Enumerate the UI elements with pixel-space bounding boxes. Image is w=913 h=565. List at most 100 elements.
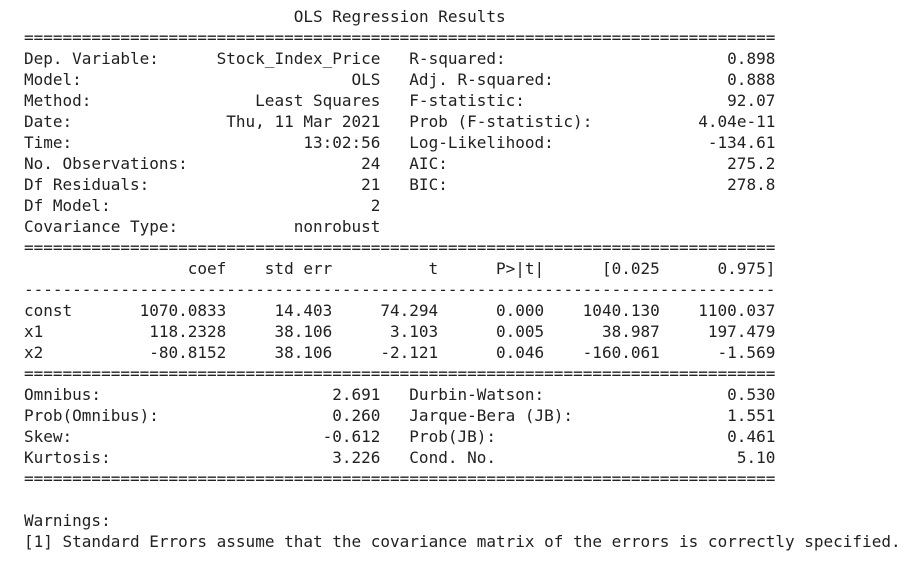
diagnostics-value: 0.530	[727, 385, 776, 404]
diagnostics-left-pair: Kurtosis: 3.226	[24, 447, 380, 468]
summary-left-pair: No. Observations: 24	[24, 153, 380, 174]
diagnostics-value: 5.10	[736, 448, 776, 467]
coef-name: x2	[24, 343, 44, 362]
summary-right-pair: Prob (F-statistic): 4.04e-11	[409, 111, 775, 132]
summary-left-pair: Date: Thu, 11 Mar 2021	[24, 111, 380, 132]
summary-label: F-statistic:	[409, 91, 525, 110]
diagnostics-value: 1.551	[727, 406, 776, 425]
coef-header-std-err: std err	[264, 259, 333, 278]
coef-value: 1070.0833	[139, 301, 227, 320]
diagnostics-value: 3.226	[332, 448, 381, 467]
coef-std-err: 38.106	[274, 322, 333, 341]
summary-label: Method:	[24, 91, 92, 110]
coef-p: 0.005	[495, 322, 545, 341]
diagnostics-label: Durbin-Watson:	[409, 385, 545, 404]
summary-value: nonrobust	[293, 217, 381, 236]
separator-diagnostics-top: ========================================…	[24, 364, 776, 383]
summary-row-df-residuals: Df Residuals: 21 BIC: 278.8	[24, 174, 775, 195]
coef-ci-low: 38.987	[601, 322, 660, 341]
diagnostics-left-pair: Skew: -0.612	[24, 426, 380, 447]
diagnostics-value: 2.691	[332, 385, 381, 404]
summary-label: No. Observations:	[24, 154, 188, 173]
summary-value: 92.07	[727, 91, 776, 110]
summary-value: OLS	[351, 70, 381, 89]
summary-row-time: Time: 13:02:56 Log-Likelihood: -134.61	[24, 132, 775, 153]
summary-value: 21	[361, 175, 381, 194]
summary-left-pair: Method: Least Squares	[24, 90, 380, 111]
coef-ci-high: 1100.037	[698, 301, 776, 320]
summary-right-pair: BIC: 278.8	[409, 174, 775, 195]
diagnostics-right-pair: Prob(JB): 0.461	[409, 426, 775, 447]
summary-right-pair: R-squared: 0.898	[409, 48, 775, 69]
diagnostics-left-pair: Omnibus: 2.691	[24, 384, 380, 405]
summary-value: 13:02:56	[303, 133, 381, 152]
summary-label: Model:	[24, 70, 82, 89]
coef-value: 118.2328	[149, 322, 227, 341]
summary-left-pair: Model: OLS	[24, 69, 380, 90]
coef-p: 0.000	[495, 301, 545, 320]
summary-right-pair: AIC: 275.2	[409, 153, 775, 174]
summary-value: Least Squares	[255, 91, 381, 110]
diagnostics-label: Skew:	[24, 427, 73, 446]
diagnostics-right-pair: Durbin-Watson: 0.530	[409, 384, 775, 405]
summary-label: Dep. Variable:	[24, 49, 159, 68]
diagnostics-right-pair: Cond. No. 5.10	[409, 447, 775, 468]
summary-left-pair: Covariance Type: nonrobust	[24, 216, 380, 237]
coef-header-p: P>|t|	[495, 259, 545, 278]
diagnostics-label: Omnibus:	[24, 385, 102, 404]
diagnostics-label: Prob(JB):	[409, 427, 496, 446]
coef-row-x2: x2 -80.8152 38.106 -2.121 0.046 -160.061…	[24, 342, 775, 363]
coef-header-t: t	[428, 259, 439, 278]
summary-value: 4.04e-11	[698, 112, 776, 131]
summary-value: Stock_Index_Price	[216, 49, 381, 68]
summary-row-method: Method: Least Squares F-statistic: 92.07	[24, 90, 775, 111]
summary-value: -134.61	[707, 133, 776, 152]
coef-value: -80.8152	[149, 343, 227, 362]
diagnostics-label: Jarque-Bera (JB):	[409, 406, 574, 425]
report-title: OLS Regression Results	[293, 7, 506, 26]
summary-row-dep-variable: Dep. Variable: Stock_Index_Price R-square…	[24, 48, 775, 69]
warnings-line: [1] Standard Errors assume that the cova…	[24, 532, 901, 551]
summary-right-pair	[409, 216, 775, 237]
diagnostics-label: Prob(Omnibus):	[24, 406, 159, 425]
coef-table-header: coef std err t P>|t| [0.025 0.975]	[24, 258, 776, 279]
summary-label: Date:	[24, 112, 73, 131]
summary-left-pair: Df Model: 2	[24, 195, 380, 216]
coef-name: const	[24, 301, 73, 320]
summary-right-pair: F-statistic: 92.07	[409, 90, 775, 111]
diagnostics-value: 0.461	[727, 427, 776, 446]
summary-label: R-squared:	[409, 49, 506, 68]
coef-ci-high: 197.479	[707, 322, 776, 341]
coef-header-ci-low: [0.025	[601, 259, 660, 278]
coef-std-err: 38.106	[274, 343, 333, 362]
summary-value: 0.898	[727, 49, 776, 68]
separator-coef-top: ========================================…	[24, 238, 776, 257]
summary-label: Df Residuals:	[24, 175, 150, 194]
coef-header-name	[24, 258, 140, 279]
diagnostics-row-skew: Skew: -0.612 Prob(JB): 0.461	[24, 426, 775, 447]
coef-t: 74.294	[380, 301, 439, 320]
summary-right-pair	[409, 195, 775, 216]
summary-label: Prob (F-statistic):	[409, 112, 593, 131]
coef-ci-low: -160.061	[582, 343, 660, 362]
summary-label: Log-Likelihood:	[409, 133, 554, 152]
coef-ci-high: -1.569	[717, 343, 776, 362]
summary-row-observations: No. Observations: 24 AIC: 275.2	[24, 153, 775, 174]
coef-name: x1	[24, 322, 44, 341]
diagnostics-value: -0.612	[322, 427, 381, 446]
summary-label: AIC:	[409, 154, 448, 173]
coef-t: 3.103	[390, 322, 439, 341]
summary-label: Adj. R-squared:	[409, 70, 554, 89]
summary-value: 278.8	[727, 175, 776, 194]
summary-left-pair: Df Residuals: 21	[24, 174, 380, 195]
summary-right-pair: Adj. R-squared: 0.888	[409, 69, 775, 90]
summary-value: Thu, 11 Mar 2021	[226, 112, 381, 131]
ols-regression-report: OLS Regression Results =================…	[24, 7, 901, 551]
summary-row-model: Model: OLS Adj. R-squared: 0.888	[24, 69, 775, 90]
coef-header-ci-high: 0.975]	[717, 259, 776, 278]
coef-row-const: const 1070.0833 14.403 74.294 0.000 1040…	[24, 300, 775, 321]
diagnostics-row-omnibus: Omnibus: 2.691 Durbin-Watson: 0.530	[24, 384, 775, 405]
diagnostics-value: 0.260	[332, 406, 381, 425]
summary-row-df-model: Df Model: 2	[24, 195, 775, 216]
summary-value: 275.2	[727, 154, 776, 173]
